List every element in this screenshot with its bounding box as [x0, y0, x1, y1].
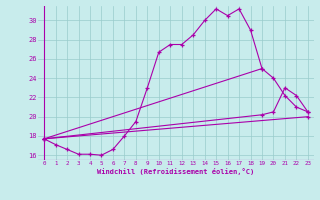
X-axis label: Windchill (Refroidissement éolien,°C): Windchill (Refroidissement éolien,°C)	[97, 168, 255, 175]
